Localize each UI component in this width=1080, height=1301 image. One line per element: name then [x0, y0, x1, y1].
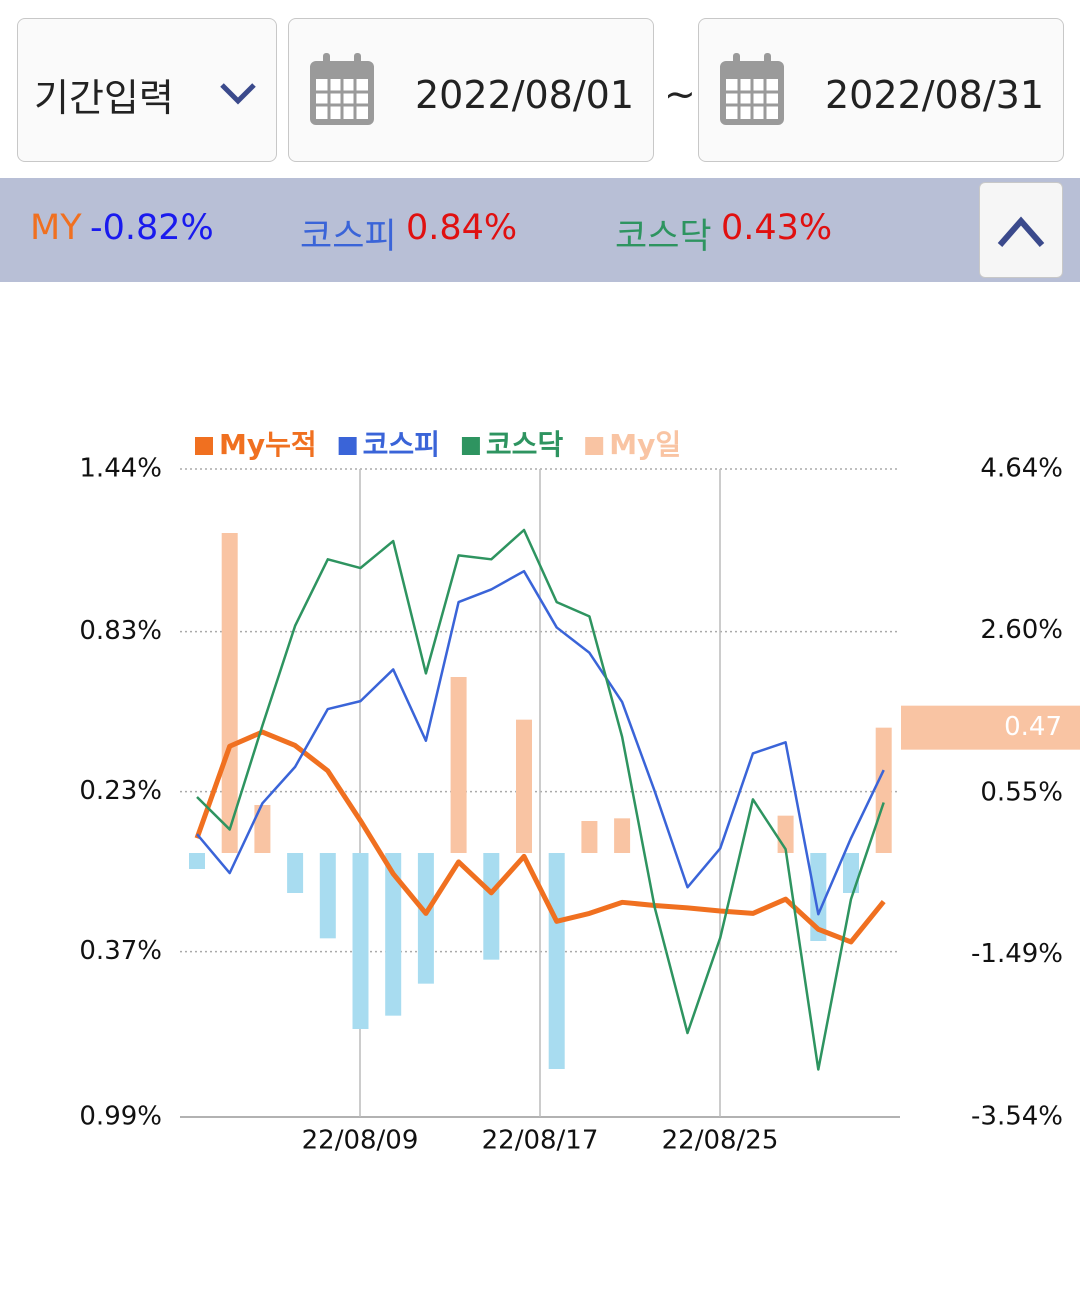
period-button[interactable]: 기간입력 — [17, 18, 277, 162]
y2-tick-label: -3.54% — [971, 1102, 1063, 1132]
page: 기간입력 2022/08/01 ~ 2022/08/31 MY -0.82% 코… — [0, 0, 1080, 1156]
start-date: 2022/08/01 — [415, 73, 635, 117]
x-tick-label: 22/08/17 — [482, 1126, 599, 1156]
chevron-up — [997, 216, 1045, 247]
legend-label: My일 — [609, 428, 681, 461]
legend-label: 코스피 — [363, 428, 440, 461]
summary-name: 코스피 — [300, 217, 397, 257]
value-badge — [901, 705, 1080, 750]
line-series — [196, 569, 885, 916]
line-series — [196, 528, 885, 1071]
y-tick-label: 1.44% — [79, 454, 162, 484]
bar — [254, 805, 271, 853]
legend-swatch — [461, 437, 480, 455]
bar — [417, 853, 434, 984]
summary-value: 0.84% — [406, 208, 518, 248]
bar — [189, 853, 205, 869]
legend-label: My누적 — [219, 428, 317, 461]
bar — [385, 853, 402, 1016]
bar — [516, 719, 532, 853]
y2-tick-label: 4.64% — [980, 454, 1063, 484]
y-tick-label: 0.83% — [79, 616, 162, 646]
y-tick-label: 0.37% — [79, 936, 162, 966]
end-date: 2022/08/31 — [825, 73, 1045, 117]
y2-tick-label: 2.60% — [980, 615, 1063, 645]
bar — [221, 533, 238, 853]
bar — [810, 853, 827, 941]
value-badge-label: 0.47 — [1004, 712, 1062, 742]
summary-name: MY — [30, 208, 82, 248]
collapse-button[interactable] — [979, 182, 1063, 278]
y2-tick-label: 0.55% — [980, 778, 1063, 808]
end-date-field[interactable]: 2022/08/31 — [698, 18, 1064, 162]
legend-swatch — [338, 437, 357, 455]
bar — [287, 853, 304, 893]
legend-label: 코스닥 — [486, 428, 564, 461]
bar — [352, 853, 369, 1029]
bar — [614, 818, 631, 853]
calendar-icon — [720, 53, 784, 125]
summary-value: 0.43% — [721, 208, 833, 248]
period-label: 기간입력 — [34, 76, 174, 120]
line-series — [194, 729, 886, 945]
filter-bar: 기간입력 2022/08/01 ~ 2022/08/31 — [0, 0, 1080, 176]
summary-bar: MY -0.82% 코스피 0.84% 코스닥 0.43% — [0, 178, 1080, 282]
x-tick-label: 22/08/25 — [662, 1126, 779, 1156]
bar — [581, 821, 598, 853]
summary-name: 코스닥 — [615, 217, 712, 257]
y2-tick-label: -1.49% — [971, 939, 1063, 969]
legend-swatch — [585, 437, 604, 455]
legend-swatch — [195, 437, 213, 455]
bar — [450, 677, 467, 853]
date-separator: ~ — [664, 72, 696, 116]
y-tick-label: 0.99% — [79, 1102, 162, 1132]
bar — [548, 853, 565, 1069]
bar — [843, 853, 859, 893]
calendar-icon — [310, 53, 374, 125]
x-tick-label: 22/08/09 — [302, 1126, 419, 1156]
bar — [875, 727, 892, 853]
chevron-down — [220, 83, 256, 105]
y-tick-label: 0.23% — [79, 776, 162, 806]
chart: 1.44% 0.83% 0.23% 0.37% 0.99% 4.64% 2.60% 0.55%… — [79, 428, 1080, 1156]
start-date-field[interactable]: 2022/08/01 — [288, 18, 654, 162]
bar — [483, 853, 500, 960]
summary-value: -0.82% — [90, 208, 214, 248]
bar — [319, 853, 336, 939]
